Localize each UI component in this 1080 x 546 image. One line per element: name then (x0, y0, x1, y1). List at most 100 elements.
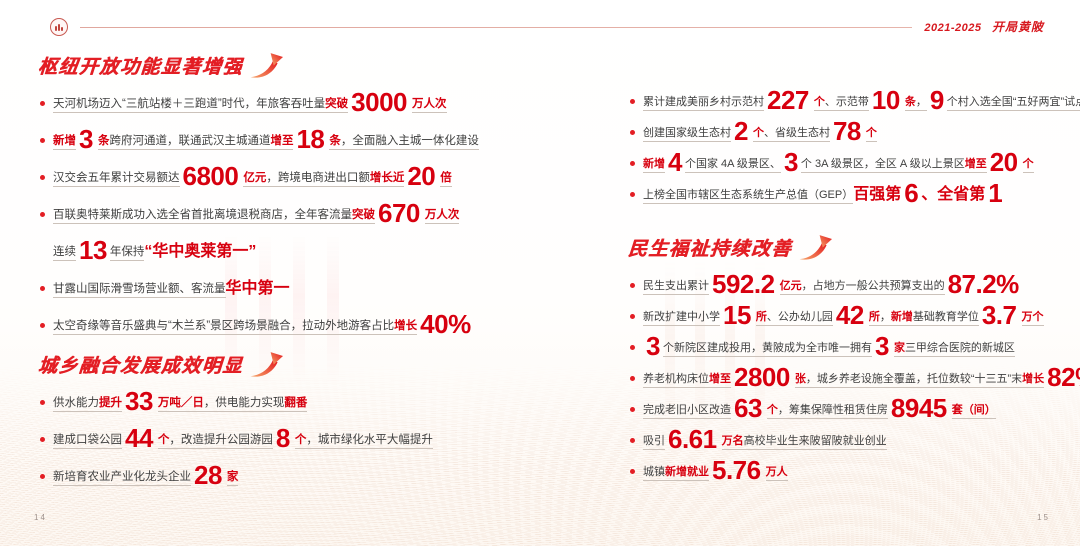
dot-marker-icon (630, 130, 635, 135)
text-segment: ，城乡养老设施全覆盖，托位数较“十三五”末 (805, 373, 1023, 388)
text-segment: 甘露山国际滑雪场营业额、客流量 (53, 283, 226, 298)
text-segment: 、省级生态村 (763, 127, 830, 142)
text-segment: 家 (893, 342, 905, 357)
bullet-item: 连续 13 年保持“华中奥莱第一” (38, 236, 520, 267)
text-segment: 2 (734, 116, 748, 146)
text-segment: 4 (668, 147, 682, 177)
text-segment: 太空奇缘等音乐盛典与“木兰系”景区跨场景融合，拉动外地游客占比 (53, 320, 395, 335)
text-segment: 所 (755, 311, 767, 326)
bullet-text: 供水能力提升 33 万吨／日，供电能力实现翻番 (53, 387, 308, 418)
dot-marker-icon (630, 99, 635, 104)
dot-marker-icon (630, 345, 635, 350)
text-segment: 条 (904, 96, 916, 111)
page-number-left: 14 (34, 513, 47, 522)
text-segment: 78 (832, 116, 861, 146)
text-segment: 13 (79, 235, 107, 265)
growth-arrow-icon (799, 235, 833, 260)
text-segment: 百联奥特莱斯成功入选全省首批离境退税商店，全年客流量 (53, 209, 352, 224)
text-segment: 增长近 (369, 172, 405, 187)
text-segment: 新培育农业产业化龙头企业 (53, 471, 191, 486)
text-segment: 增至 (270, 135, 294, 150)
text-segment: 建成口袋公园 (53, 434, 122, 449)
text-segment: 上榜全国市辖区生态系统生产总值（GEP） (643, 189, 854, 204)
text-segment: 突破 (352, 209, 375, 224)
text-segment: 8 (275, 423, 290, 453)
bullet-list: 民生支出累计 592.2 亿元，占地方一般公共预算支出的 87.2% 新改扩建中小学 1… (628, 269, 1080, 487)
dot-marker-icon (40, 323, 45, 328)
text-segment: 2800 (734, 362, 790, 392)
text-segment: 28 (194, 460, 222, 490)
bullet-text: 建成口袋公园 44 个，改造提升公园游园 8 个，城市绿化水平大幅提升 (53, 424, 433, 455)
dot-marker-icon (40, 138, 45, 143)
edition-slogan: 开局黄陂 (991, 20, 1044, 34)
bullet-text: 吸引 6.61 万名高校毕业生来陂留陂就业创业 (643, 425, 887, 456)
text-segment: 3.7 (981, 300, 1017, 330)
text-segment: 条 (97, 135, 110, 150)
bullet-text: 新培育农业产业化龙头企业 28 家 (53, 460, 239, 492)
text-segment: 6.61 (668, 424, 717, 454)
text-segment: ，全面融入主城一体化建设 (340, 135, 479, 150)
dot-marker-icon (40, 400, 45, 405)
text-segment: 15 (723, 300, 751, 330)
text-segment: 增至 (709, 373, 731, 388)
text-segment: 城镇 (643, 466, 665, 481)
text-segment: ，城市绿化水平大幅提升 (306, 434, 433, 449)
header-rule (80, 26, 913, 28)
edition-label: 2021-2025 开局黄陂 (924, 18, 1044, 36)
dot-marker-icon (40, 474, 45, 479)
bullet-item: 新增 3 条跨府河通道，联通武汉主城通道增至 18 条，全面融入主城一体化建设 (38, 125, 520, 156)
section-livelihood: 民生福祉持续改善 民生支出累计 592.2 亿元，占地方一般公共预算支出的 87.2%… (627, 232, 1080, 487)
text-segment: 养老机构床位 (643, 373, 709, 388)
text-segment: 9 (929, 85, 944, 115)
page-number-right: 15 (1037, 513, 1050, 522)
text-segment: ， (915, 96, 927, 111)
text-segment: 63 (734, 393, 762, 423)
bullet-text: 城镇新增就业 5.76 万人 (643, 456, 788, 487)
bullet-item: 供水能力提升 33 万吨／日，供电能力实现翻番 (38, 387, 520, 418)
bullet-item: 城镇新增就业 5.76 万人 (628, 456, 1078, 487)
section-title: 枢纽开放功能显著增强 (37, 57, 244, 78)
dot-marker-icon (630, 438, 635, 443)
dot-marker-icon (630, 407, 635, 412)
text-segment: 个新院区建成投用，黄陂成为全市唯一拥有 (662, 342, 872, 357)
text-segment: 44 (125, 423, 153, 453)
text-segment: 、示范带 (824, 96, 869, 111)
bullet-item: 建成口袋公园 44 个，改造提升公园游园 8 个，城市绿化水平大幅提升 (38, 424, 520, 455)
text-segment: 个 (766, 404, 778, 419)
text-segment: 592.2 (712, 269, 775, 299)
section-title: 民生福祉持续改善 (627, 239, 793, 260)
dot-marker-icon (40, 212, 45, 217)
bullet-item: 天河机场迈入“三航站楼＋三跑道”时代，年旅客吞吐量突破 3000 万人次 (38, 88, 520, 119)
dot-marker-icon (40, 101, 45, 106)
text-segment: 汉交会五年累计交易额达 (53, 172, 180, 187)
text-segment: 个 (865, 127, 877, 142)
text-segment: 个 (813, 96, 825, 111)
text-segment: ，筹集保障性租赁住房 (777, 404, 888, 419)
section-title: 城乡融合发展成效明显 (37, 356, 244, 377)
text-segment: ， (879, 311, 891, 326)
bullet-list: 累计建成美丽乡村示范村 227 个、示范带 10 条， 9 个村入选全国“五好两宜”试点 创… (628, 85, 1080, 210)
dot-marker-icon (630, 161, 635, 166)
bullet-text: 完成老旧小区改造 63 个，筹集保障性租赁住房 8945 套（间） (643, 394, 996, 425)
text-segment: ，跨境电商进出口额 (266, 172, 370, 187)
dot-marker-icon (630, 314, 635, 319)
text-segment: 供水能力 (53, 397, 99, 412)
dot-marker-icon (40, 175, 45, 180)
text-segment: 百强第 (853, 186, 902, 203)
text-segment: 万个 (1021, 311, 1044, 326)
text-segment: 吸引 (643, 435, 665, 450)
text-segment: 3000 (351, 87, 408, 117)
text-segment: 新改扩建中小学 (643, 311, 720, 326)
bullet-text: 上榜全国市辖区生态系统生产总值（GEP）百强第 6 、全省第 1 (643, 179, 1005, 210)
bullet-item: 完成老旧小区改造 63 个，筹集保障性租赁住房 8945 套（间） (628, 394, 1078, 425)
text-segment: 个 (752, 127, 764, 142)
text-segment: 所 (868, 311, 880, 326)
text-segment: 18 (296, 124, 325, 154)
text-segment: 20 (407, 161, 436, 191)
bullet-list: 供水能力提升 33 万吨／日，供电能力实现翻番 建成口袋公园 44 个，改造提升公园游园… (38, 387, 520, 492)
text-segment: 增长 (1022, 373, 1045, 388)
text-segment: 新增就业 (665, 466, 709, 481)
text-segment: 天河机场迈入“三航站楼＋三跑道”时代，年旅客吞吐量 (53, 98, 326, 113)
text-segment: ，占地方一般公共预算支出的 (801, 280, 945, 295)
